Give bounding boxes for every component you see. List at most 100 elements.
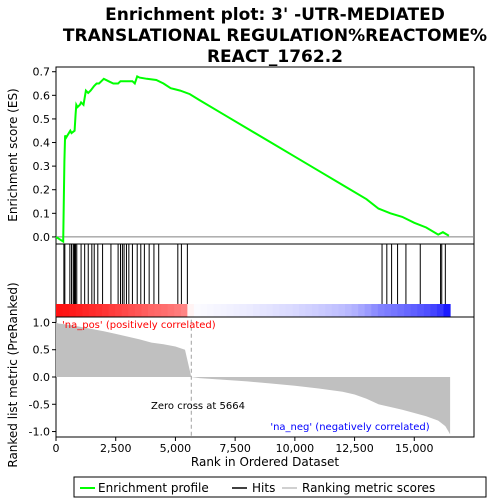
rank-bar-segment — [279, 304, 287, 317]
rank-bar-segment — [430, 304, 438, 317]
es-tick-label: 0.5 — [33, 113, 51, 126]
es-tick-label: 0.0 — [33, 231, 51, 244]
chart-title-line-3: REACT_1762.2 — [207, 47, 343, 67]
rank-bar-segment — [226, 304, 234, 317]
rank-bar-segment — [167, 304, 175, 317]
negative-correlation-label: 'na_neg' (negatively correlated) — [270, 422, 429, 433]
rank-bar-segment — [253, 304, 261, 317]
x-tick-label: 10,000 — [276, 442, 315, 455]
rank-bar-segment — [371, 304, 379, 317]
x-tick-label: 0 — [53, 442, 60, 455]
rank-bar-segment — [101, 304, 110, 317]
es-tick-label: 0.3 — [33, 160, 51, 173]
rank-bar-segment — [121, 304, 129, 317]
es-y-ticks: 0.0 0.1 0.2 0.3 0.4 0.5 0.6 0.7 — [33, 66, 56, 244]
legend-label-enrichment: Enrichment profile — [98, 481, 209, 495]
x-tick-label: 2,500 — [100, 442, 132, 455]
rank-bar-segment — [62, 304, 70, 317]
rank-bar-segment — [141, 304, 149, 317]
rank-bar-segment — [331, 304, 339, 317]
rank-bar-segment — [423, 304, 431, 317]
enrichment-score-panel: 0.0 0.1 0.2 0.3 0.4 0.5 0.6 0.7 — [33, 66, 475, 245]
rank-bar-segment — [259, 304, 267, 317]
rank-bar-segment — [390, 304, 399, 317]
x-tick-label: 5,000 — [160, 442, 192, 455]
rank-bar-segment — [436, 304, 445, 317]
rank-bar-segment — [272, 304, 280, 317]
metric-tick-label: 0.5 — [33, 344, 51, 357]
rank-bar-segment — [147, 304, 156, 317]
rank-bar-segment — [351, 304, 359, 317]
ranking-metric-area — [56, 322, 451, 435]
chart-title-line-2: TRANSLATIONAL REGULATION%REACTOME% — [63, 26, 487, 46]
positive-correlation-label: 'na_pos' (positively correlated) — [62, 320, 216, 331]
zero-cross-label: Zero cross at 5664 — [151, 401, 245, 412]
rank-bar-segment — [384, 304, 392, 317]
hits-panel — [55, 243, 475, 318]
rank-bar-segment — [154, 304, 162, 317]
rank-bar-segment — [364, 304, 372, 317]
rank-bar-segment — [266, 304, 274, 317]
rank-bar-segment — [358, 304, 366, 317]
rank-bar-segment — [312, 304, 320, 317]
metric-y-axis-label: Ranked list metric (PreRanked) — [6, 282, 20, 467]
metric-tick-label: -1.0 — [29, 426, 50, 439]
rank-bar-segment — [299, 304, 307, 317]
rank-bar-segment — [161, 304, 169, 317]
chart-title-line-1: Enrichment plot: 3' -UTR-MEDIATED — [105, 5, 445, 25]
rank-bar-segment — [56, 304, 64, 317]
rank-bar-segment — [207, 304, 215, 317]
rank-bar-segment — [200, 304, 208, 317]
rank-bar-segment — [187, 304, 195, 317]
rank-bar-segment — [82, 304, 90, 317]
rank-bar-segment — [233, 304, 241, 317]
hits-lines — [63, 244, 446, 304]
rank-bar-segment — [292, 304, 300, 317]
rank-bar-segment — [246, 304, 254, 317]
x-tick-label: 7,500 — [219, 442, 251, 455]
rank-bar-segment — [115, 304, 123, 317]
es-tick-label: 0.7 — [33, 66, 51, 79]
rank-bar-segment — [69, 304, 77, 317]
x-tick-label: 12,500 — [335, 442, 374, 455]
ranked-metric-panel: -1.0 -0.5 0.0 0.5 1.0 'na_pos' (positively c… — [29, 316, 475, 439]
rank-bar-segment — [239, 304, 247, 317]
rank-bar-segment — [174, 304, 182, 317]
x-tick-label: 15,000 — [395, 442, 434, 455]
es-tick-label: 0.1 — [33, 207, 51, 220]
rank-bar-segment — [180, 304, 188, 317]
rank-bar-segment — [443, 304, 451, 317]
x-axis-label: Rank in Ordered Dataset — [191, 455, 339, 469]
rank-bar-segment — [75, 304, 83, 317]
rank-color-bar — [56, 304, 451, 317]
x-axis-ticks: 0 2,500 5,000 7,500 10,000 12,500 15,000 — [53, 437, 434, 455]
rank-bar-segment — [134, 304, 142, 317]
rank-bar-segment — [338, 304, 346, 317]
legend-label-ranking: Ranking metric scores — [302, 481, 435, 495]
es-tick-label: 0.4 — [33, 137, 51, 150]
rank-bar-segment — [193, 304, 202, 317]
rank-bar-segment — [345, 304, 353, 317]
rank-bar-segment — [417, 304, 425, 317]
es-tick-label: 0.2 — [33, 184, 51, 197]
metric-tick-label: -0.5 — [29, 398, 50, 411]
rank-bar-segment — [88, 304, 96, 317]
rank-bar-segment — [213, 304, 221, 317]
rank-bar-segment — [305, 304, 313, 317]
rank-bar-segment — [410, 304, 418, 317]
enrichment-profile-line — [55, 74, 450, 244]
rank-bar-segment — [325, 304, 333, 317]
es-tick-label: 0.6 — [33, 89, 51, 102]
rank-bar-segment — [95, 304, 103, 317]
rank-bar-segment — [318, 304, 326, 317]
rank-bar-segment — [377, 304, 385, 317]
rank-bar-segment — [397, 304, 405, 317]
legend: Enrichment profile Hits Ranking metric s… — [73, 476, 487, 498]
metric-y-ticks: -1.0 -0.5 0.0 0.5 1.0 — [29, 316, 56, 439]
legend-label-hits: Hits — [252, 481, 275, 495]
rank-bar-segment — [404, 304, 412, 317]
rank-bar-segment — [285, 304, 293, 317]
metric-tick-label: 1.0 — [33, 316, 51, 329]
metric-tick-label: 0.0 — [33, 371, 51, 384]
